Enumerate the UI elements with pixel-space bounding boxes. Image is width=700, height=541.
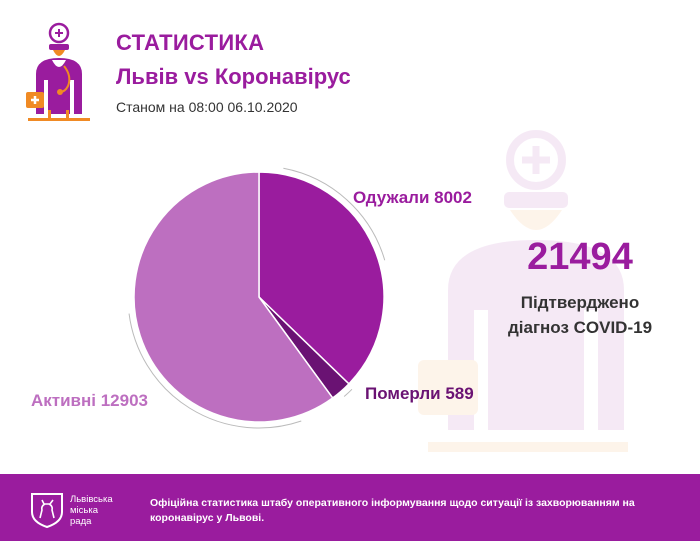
doctor-icon <box>26 22 90 121</box>
pie-chart: Одужали 8002 Померли 589 Активні 12903 <box>31 167 474 429</box>
slice-label-recovered: Одужали 8002 <box>353 188 472 207</box>
as-of-prefix: Станом на <box>116 99 185 115</box>
pie-leader-arc <box>128 313 302 429</box>
footer-org-name: Львівська міська рада <box>70 494 130 527</box>
total-caption: Підтверджено діагноз COVID-19 <box>480 290 680 340</box>
pie-leader-lines <box>128 167 386 429</box>
footer-org-line2: міська <box>70 505 98 516</box>
pie-leader-arc <box>283 167 386 261</box>
pie-slice-recovered <box>258 171 385 385</box>
footer: Львівська міська рада Офіційна статистик… <box>0 474 700 541</box>
page-subtitle: Львів vs Коронавірус <box>116 64 351 89</box>
pie-slice-active <box>133 171 334 423</box>
slice-label-active: Активні 12903 <box>31 391 148 410</box>
pie-slices <box>133 171 385 423</box>
total-caption-line1: Підтверджено <box>520 293 640 312</box>
doctor-watermark-icon <box>418 130 628 452</box>
total-caption-line2: діагноз COVID-19 <box>507 318 653 337</box>
footer-org-line3: рада <box>70 516 92 527</box>
total-count: 21494 <box>527 236 633 278</box>
slice-label-died: Померли 589 <box>365 384 474 403</box>
pie-leader-arc <box>343 388 353 397</box>
as-of-datetime: 08:00 06.10.2020 <box>188 99 298 115</box>
as-of-line: Станом на 08:00 06.10.2020 <box>116 99 298 115</box>
footer-org-line1: Львівська <box>70 494 113 505</box>
page-title: СТАТИСТИКА <box>116 30 265 55</box>
footer-text: Офіційна статистика штабу оперативного і… <box>150 497 635 524</box>
lion-emblem-icon <box>31 493 63 528</box>
